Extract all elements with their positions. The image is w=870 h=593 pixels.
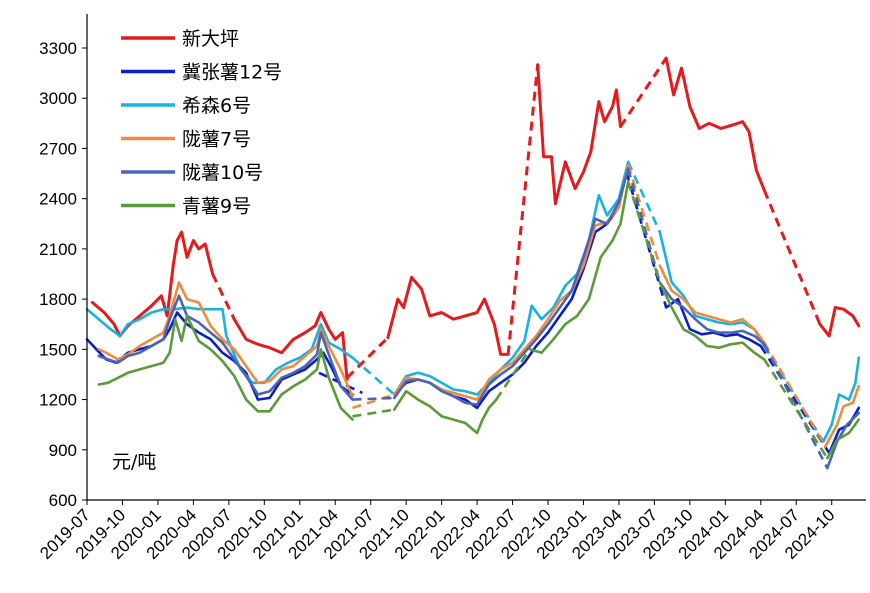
legend-label: 希森6号 bbox=[182, 95, 251, 117]
legend-label: 青薯9号 bbox=[182, 196, 251, 218]
series-line-希森6号 bbox=[822, 356, 861, 443]
series-line-新大坪-dashed bbox=[346, 336, 389, 379]
series-line-希森6号 bbox=[393, 160, 630, 396]
y-tick-label: 1800 bbox=[39, 290, 77, 309]
series-line-青薯9号 bbox=[528, 180, 630, 354]
y-tick-label: 900 bbox=[49, 441, 77, 460]
y-tick-label: 1500 bbox=[39, 340, 77, 359]
series-line-青薯9号-dashed bbox=[626, 181, 662, 283]
y-tick-label: 3300 bbox=[39, 39, 77, 58]
series-line-冀张薯12号 bbox=[664, 297, 763, 348]
series-line-陇薯10号-dashed bbox=[763, 343, 829, 469]
series-line-青薯9号-dashed bbox=[763, 358, 829, 459]
y-tick-label: 3000 bbox=[39, 89, 77, 108]
series-line-新大坪 bbox=[386, 275, 510, 356]
series-line-青薯9号 bbox=[393, 389, 498, 435]
legend-label: 陇薯7号 bbox=[182, 129, 251, 151]
series-line-陇薯10号 bbox=[393, 167, 630, 406]
series-line-青薯9号-dashed bbox=[352, 408, 395, 418]
unit-label: 元/吨 bbox=[112, 451, 156, 473]
series-line-陇薯10号 bbox=[658, 281, 766, 346]
y-tick-label: 1200 bbox=[39, 391, 77, 410]
series-line-青薯9号 bbox=[658, 281, 766, 361]
series-line-陇薯7号-dashed bbox=[626, 164, 662, 266]
series-line-陇薯10号 bbox=[826, 411, 861, 470]
series-line-新大坪-dashed bbox=[506, 64, 540, 355]
series-line-新大坪-dashed bbox=[762, 189, 822, 325]
series-line-冀张薯12号-dashed bbox=[625, 171, 668, 308]
series-line-青薯9号 bbox=[97, 314, 354, 421]
legend-label: 冀张薯12号 bbox=[182, 62, 282, 84]
series-line-陇薯7号 bbox=[824, 384, 861, 448]
series-line-陇薯7号 bbox=[658, 264, 766, 344]
series-line-陇薯10号 bbox=[97, 294, 354, 401]
y-tick-label: 2400 bbox=[39, 190, 77, 209]
series-line-陇薯10号-dashed bbox=[626, 168, 662, 283]
y-tick-label: 2700 bbox=[39, 139, 77, 158]
series-line-陇薯7号-dashed bbox=[352, 393, 395, 410]
series-line-新大坪-dashed bbox=[619, 57, 668, 128]
series-layer bbox=[85, 56, 861, 470]
series-line-陇薯7号-dashed bbox=[763, 341, 827, 448]
series-line-新大坪 bbox=[818, 306, 861, 338]
series-line-希森6号 bbox=[658, 230, 766, 348]
legend-label: 陇薯10号 bbox=[182, 162, 263, 184]
series-line-青薯9号-dashed bbox=[495, 348, 531, 401]
axes: 6009001200150018002100240027003000330020… bbox=[36, 14, 866, 563]
series-line-新大坪 bbox=[536, 63, 622, 206]
y-tick-label: 600 bbox=[49, 491, 77, 510]
series-line-陇薯7号 bbox=[97, 281, 354, 398]
series-line-新大坪 bbox=[232, 311, 349, 381]
series-line-希森6号-dashed bbox=[627, 161, 661, 233]
series-line-新大坪 bbox=[664, 56, 766, 192]
y-tick-label: 2100 bbox=[39, 240, 77, 259]
series-line-新大坪 bbox=[90, 230, 215, 338]
series-line-新大坪-dashed bbox=[211, 273, 236, 320]
series-line-青薯9号 bbox=[826, 418, 861, 460]
legend-label: 新大坪 bbox=[182, 28, 239, 50]
series-line-陇薯10号-dashed bbox=[352, 396, 395, 401]
series-line-希森6号-dashed bbox=[351, 356, 396, 396]
